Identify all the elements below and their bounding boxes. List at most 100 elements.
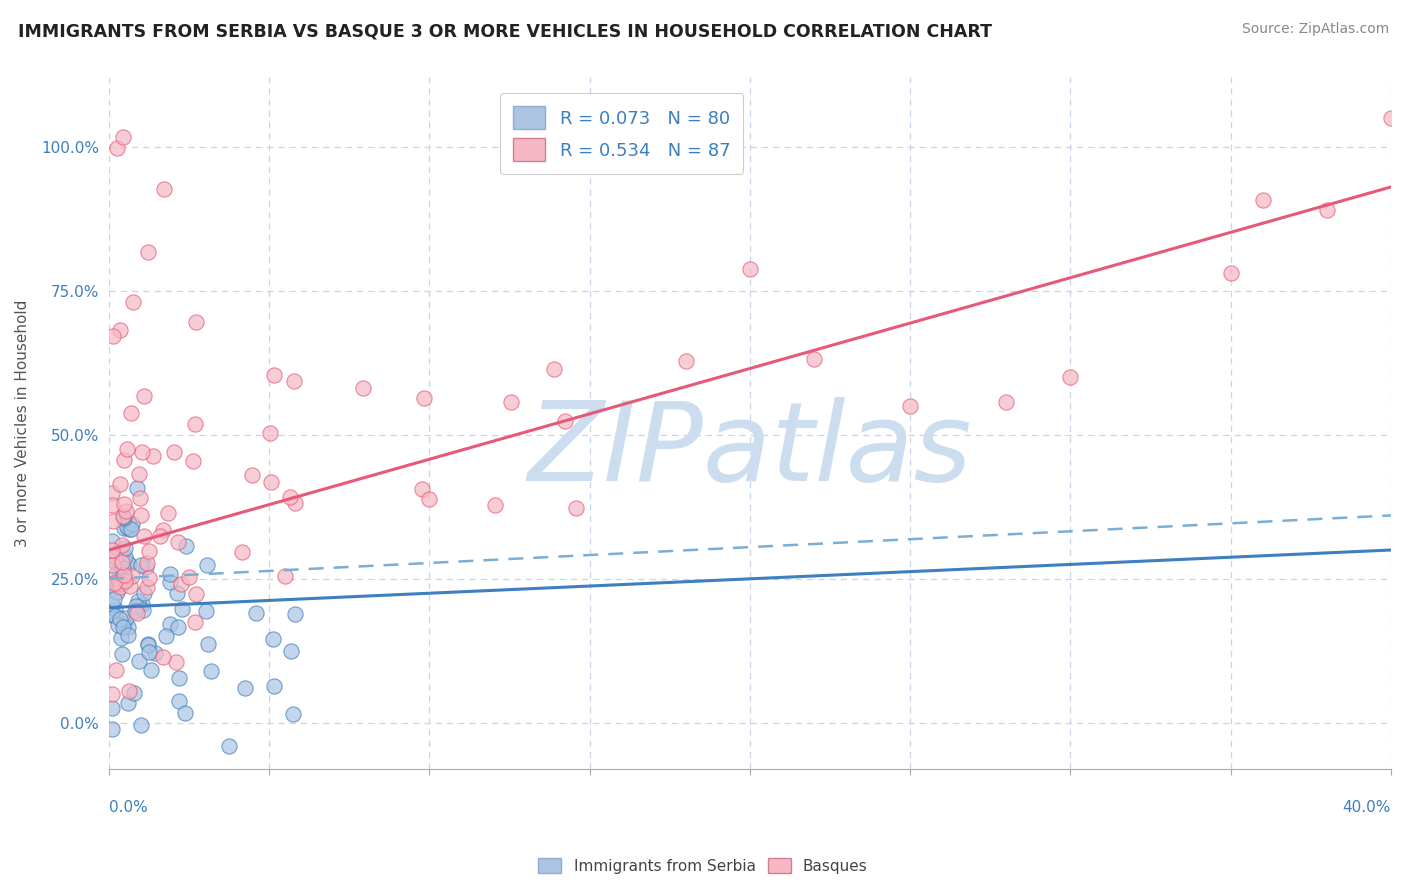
Point <box>352 381 374 395</box>
Text: ZIPatlas: ZIPatlas <box>527 397 972 504</box>
Point <box>245 606 267 620</box>
Point <box>112 497 135 511</box>
Point <box>111 130 134 145</box>
Point <box>179 570 201 584</box>
Point <box>675 354 697 368</box>
Point <box>738 262 761 277</box>
Point <box>101 498 124 512</box>
Point <box>101 597 124 611</box>
Point <box>169 694 191 708</box>
Point <box>153 181 176 195</box>
Point <box>118 557 141 571</box>
Point <box>484 498 506 512</box>
Point <box>124 604 146 618</box>
Point <box>112 510 135 524</box>
Point <box>139 663 162 677</box>
Point <box>101 329 124 343</box>
Point <box>898 399 921 413</box>
Point <box>112 568 135 582</box>
Point <box>195 558 218 572</box>
Point <box>183 615 205 630</box>
Point <box>112 452 135 467</box>
Point <box>107 618 129 632</box>
Point <box>110 580 132 594</box>
Point <box>111 620 134 634</box>
Point <box>101 607 124 622</box>
Point <box>121 406 143 420</box>
Point <box>101 543 124 558</box>
Point <box>114 549 136 564</box>
Point <box>174 706 197 720</box>
Text: IMMIGRANTS FROM SERBIA VS BASQUE 3 OR MORE VEHICLES IN HOUSEHOLD CORRELATION CHA: IMMIGRANTS FROM SERBIA VS BASQUE 3 OR MO… <box>18 22 993 40</box>
Point <box>131 558 153 573</box>
Point <box>112 521 135 535</box>
Point <box>112 508 135 523</box>
Point <box>135 560 157 574</box>
Point <box>152 649 174 664</box>
Point <box>115 519 138 533</box>
Point <box>122 686 145 700</box>
Point <box>1059 370 1081 384</box>
Point <box>1379 111 1402 125</box>
Point <box>101 604 124 618</box>
Y-axis label: 3 or more Vehicles in Household: 3 or more Vehicles in Household <box>15 300 30 547</box>
Point <box>117 620 139 634</box>
Point <box>263 679 285 693</box>
Point <box>108 323 131 337</box>
Point <box>115 503 138 517</box>
Text: 40.0%: 40.0% <box>1343 799 1391 814</box>
Point <box>117 627 139 641</box>
Point <box>111 538 134 552</box>
Point <box>112 509 135 524</box>
Point <box>105 141 128 155</box>
Point <box>195 603 218 617</box>
Point <box>121 295 143 310</box>
Point <box>101 514 124 528</box>
Point <box>105 585 128 599</box>
Point <box>108 477 131 491</box>
Point <box>127 594 149 608</box>
Point <box>284 495 307 509</box>
Point <box>115 442 138 456</box>
Point <box>501 394 523 409</box>
Point <box>136 244 159 259</box>
Point <box>132 528 155 542</box>
Point <box>233 681 256 695</box>
Point <box>197 636 219 650</box>
Point <box>231 545 253 559</box>
Point <box>240 467 263 482</box>
Point <box>114 572 136 586</box>
Point <box>128 654 150 668</box>
Point <box>157 506 180 520</box>
Point <box>131 445 153 459</box>
Point <box>1251 193 1274 207</box>
Point <box>110 631 132 645</box>
Point <box>110 573 132 587</box>
Text: 0.0%: 0.0% <box>108 799 148 814</box>
Point <box>138 645 160 659</box>
Point <box>259 425 281 440</box>
Point <box>118 522 141 536</box>
Point <box>131 597 153 611</box>
Point <box>129 491 152 505</box>
Point <box>125 607 148 621</box>
Point <box>200 664 222 678</box>
Point <box>565 501 588 516</box>
Point <box>111 554 134 568</box>
Point <box>262 632 284 647</box>
Point <box>166 620 188 634</box>
Point <box>111 561 134 575</box>
Point <box>114 574 136 589</box>
Point <box>411 482 433 496</box>
Point <box>184 417 207 432</box>
Point <box>114 541 136 555</box>
Point <box>169 671 191 685</box>
Point <box>167 534 190 549</box>
Point <box>145 646 167 660</box>
Point <box>278 491 301 505</box>
Point <box>260 475 283 489</box>
Point <box>165 655 187 669</box>
Point <box>105 577 128 591</box>
Point <box>543 362 565 376</box>
Point <box>103 592 125 607</box>
